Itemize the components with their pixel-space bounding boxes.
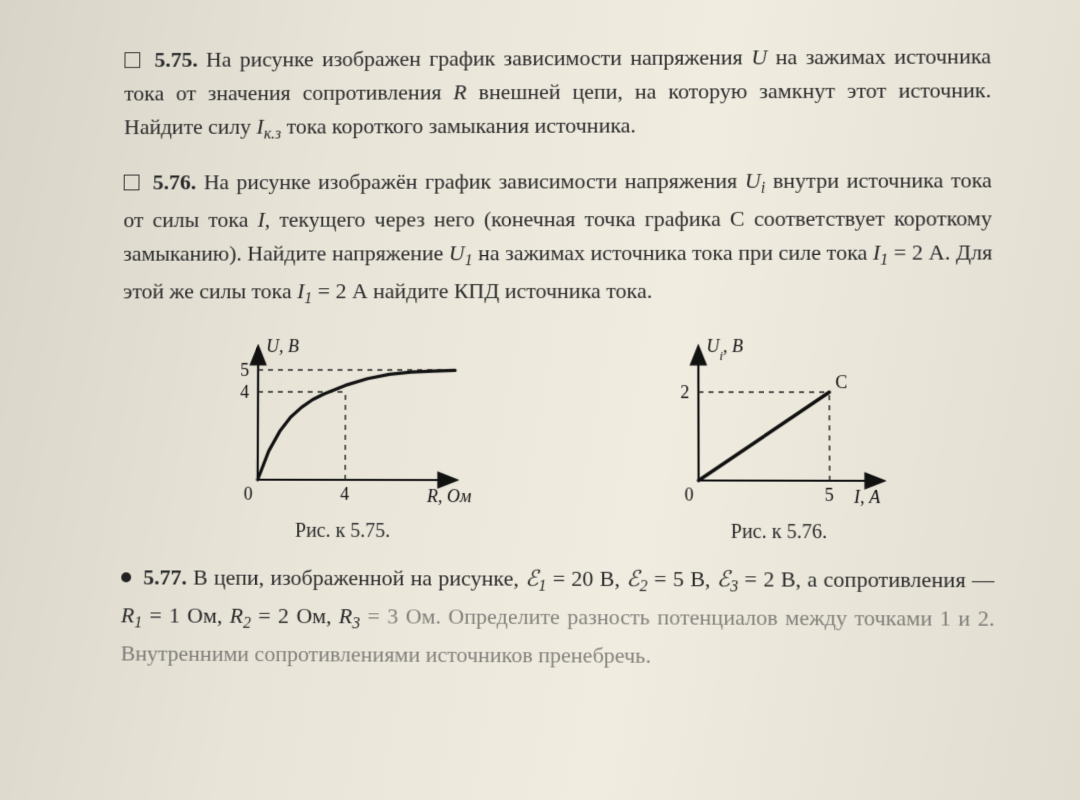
var-Ikz: Iк.з	[256, 114, 281, 139]
svg-text:4: 4	[240, 382, 249, 402]
var-R3: R3	[339, 603, 360, 628]
page: 5.75. На рисунке изображен график зависи…	[1, 0, 1080, 714]
var-R2: R2	[230, 603, 251, 628]
figure-5-75: 0445R, ОмU, В Рис. к 5.75.	[213, 330, 472, 547]
chart-5-76: 0 5 2 I, А Ui, В C	[658, 330, 900, 511]
bullet-icon	[121, 572, 131, 582]
svg-text:5: 5	[240, 360, 249, 380]
problem-5-75: 5.75. На рисунке изображен график зависи…	[124, 39, 992, 148]
var-R: R	[453, 80, 466, 105]
text: = 2 А найдите КПД источника тока.	[312, 278, 652, 303]
figures-row: 0445R, ОмU, В Рис. к 5.75. 052I, АUi, ВC…	[121, 330, 994, 549]
text: = 2 Ом,	[251, 603, 339, 628]
svg-text:4: 4	[340, 484, 349, 504]
text: На рисунке изображен график зависимости …	[206, 44, 751, 71]
svg-text:0: 0	[243, 484, 252, 504]
problem-5-76: 5.76. На рисунке изображён график зависи…	[123, 163, 993, 312]
problem-number: 5.76.	[153, 170, 197, 195]
text: = 2 В, а сопротивления —	[738, 566, 994, 592]
svg-text:2: 2	[680, 382, 689, 402]
checkbox-icon	[124, 175, 140, 191]
svg-text:I, А: I, А	[852, 487, 879, 507]
figure-caption: Рис. к 5.75.	[213, 516, 472, 548]
figure-caption: Рис. к 5.76.	[658, 517, 900, 549]
chart-5-75: 0445R, ОмU, В	[213, 330, 472, 510]
svg-text:C: C	[835, 372, 847, 392]
var-I1a: I1	[873, 240, 888, 265]
svg-text:R, Ом: R, Ом	[425, 486, 470, 506]
var-E2: ℰ2	[626, 566, 647, 591]
text: В цепи, изображенной на рисунке,	[193, 565, 525, 591]
checkbox-icon	[124, 52, 140, 68]
var-R1: R1	[121, 602, 142, 627]
var-Ui: Ui	[745, 168, 765, 193]
text: = 20 В,	[546, 566, 626, 591]
svg-text:5: 5	[824, 485, 833, 505]
var-I1b: I1	[297, 278, 312, 303]
text: На рисунке изображён график зависимости …	[204, 168, 745, 194]
text: = 5 В,	[648, 566, 717, 591]
text: на зажимах источника тока при силе тока	[478, 240, 873, 266]
var-I: I	[257, 207, 264, 232]
var-U1: U1	[449, 240, 473, 265]
var-U: U	[751, 44, 767, 69]
text: тока короткого замыкания источника.	[287, 113, 636, 139]
problem-number: 5.75.	[154, 47, 197, 72]
svg-text:U, В: U, В	[266, 336, 299, 356]
svg-text:0: 0	[684, 484, 693, 504]
problem-5-77: 5.77. В цепи, изображенной на рисунке, ℰ…	[121, 560, 995, 674]
svg-text:Ui, В: Ui, В	[706, 336, 743, 363]
problem-number: 5.77.	[143, 564, 187, 589]
figure-5-76: 0 5 2 I, А Ui, В C Рис. к 5.76.	[658, 330, 901, 549]
text: = 1 Ом,	[142, 602, 230, 627]
var-E3: ℰ3	[717, 566, 738, 591]
var-E1: ℰ1	[525, 566, 546, 591]
